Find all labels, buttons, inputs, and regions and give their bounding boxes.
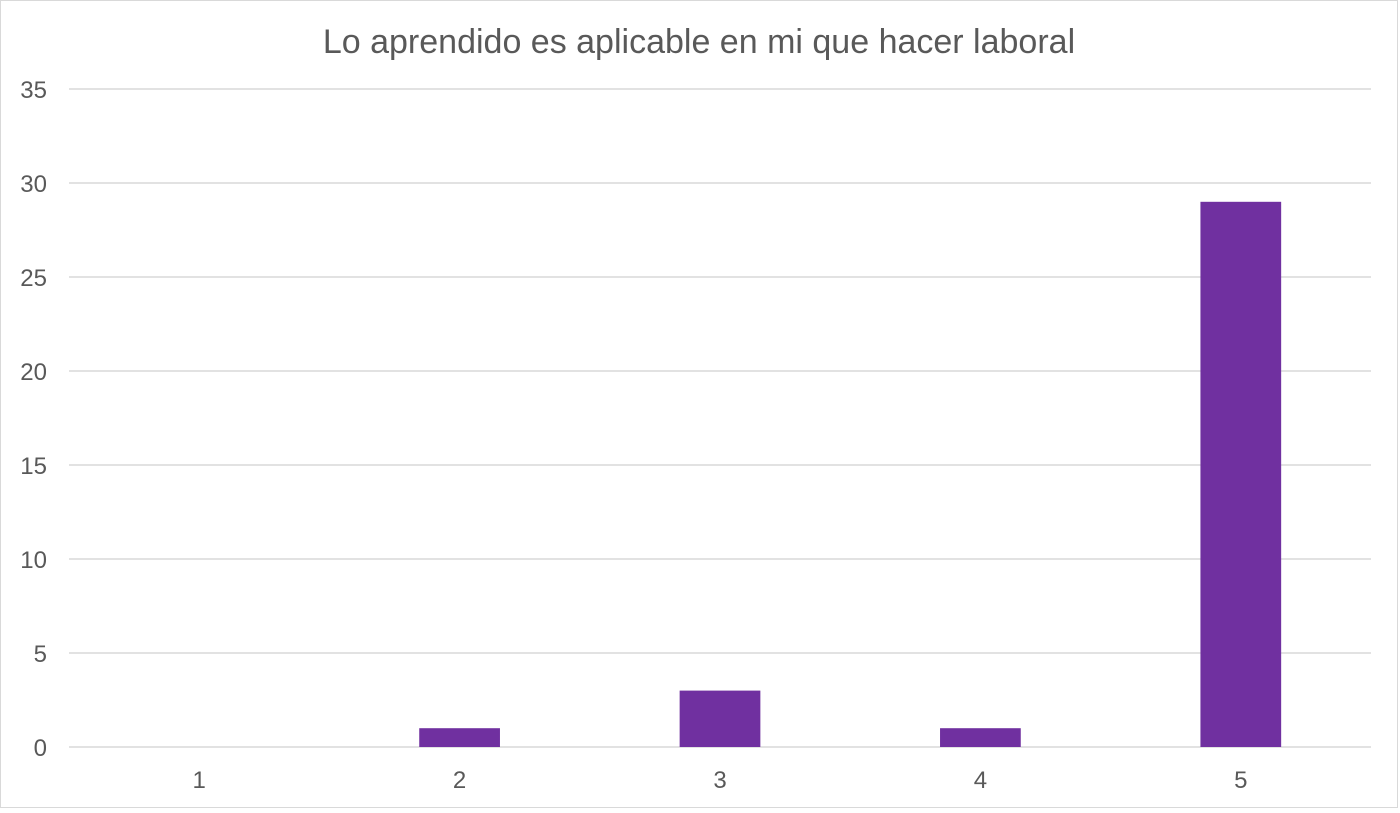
chart-title: Lo aprendido es aplicable en mi que hace… <box>323 23 1075 61</box>
y-axis-tick-labels: 0 5 10 15 20 25 30 35 <box>20 77 47 762</box>
y-tick-label: 30 <box>20 171 47 198</box>
gridlines <box>69 88 1371 748</box>
y-tick-label: 5 <box>34 641 47 668</box>
bar-2 <box>419 728 500 747</box>
bar-5 <box>1200 201 1282 748</box>
bar-4 <box>940 728 1021 747</box>
x-tick-label: 5 <box>1234 767 1247 794</box>
x-axis-tick-labels: 1 2 3 4 5 <box>193 767 1248 794</box>
bars <box>419 201 1282 748</box>
x-tick-label: 2 <box>453 767 466 794</box>
y-tick-label: 15 <box>20 453 47 480</box>
x-tick-label: 4 <box>974 767 987 794</box>
x-tick-label: 1 <box>193 767 206 794</box>
bar-3 <box>679 690 761 747</box>
y-tick-label: 20 <box>20 359 47 386</box>
y-tick-label: 10 <box>20 547 47 574</box>
y-tick-label: 25 <box>20 265 47 292</box>
y-tick-label: 0 <box>34 735 47 762</box>
x-tick-label: 3 <box>713 767 726 794</box>
y-tick-label: 35 <box>20 77 47 104</box>
